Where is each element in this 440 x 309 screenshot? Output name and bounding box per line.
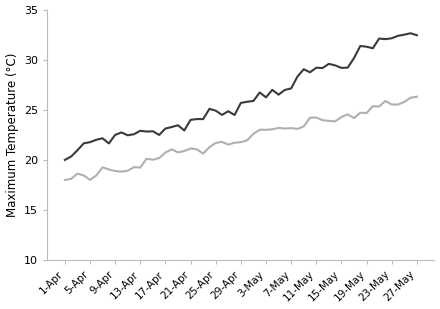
Y-axis label: Maximum Temperature (°C): Maximum Temperature (°C) [6, 53, 18, 217]
